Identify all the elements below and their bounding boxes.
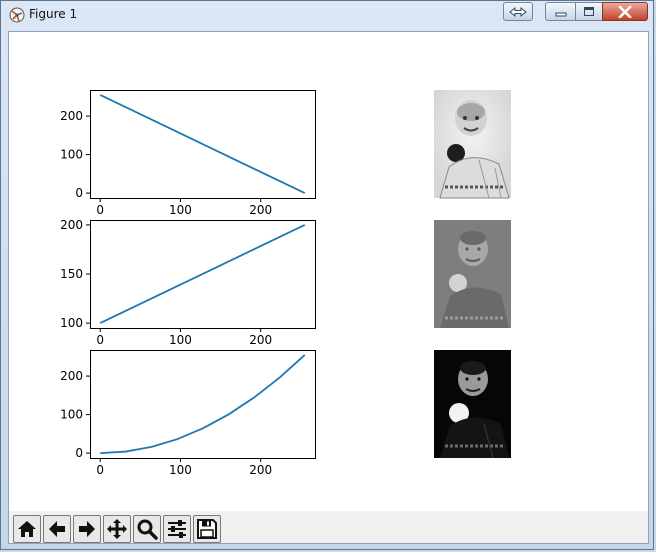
- y-tick-label: 100: [60, 408, 83, 422]
- y-tick-label: 200: [60, 369, 83, 383]
- sliders-icon: [168, 520, 186, 538]
- arrow-right-icon: [79, 521, 95, 537]
- swap-arrows-icon: [509, 6, 527, 17]
- transformed-image-squared: [434, 350, 511, 459]
- zoom-icon: [137, 519, 158, 540]
- save-button[interactable]: [193, 515, 221, 543]
- forward-button[interactable]: [73, 515, 101, 543]
- x-tick-label: 100: [169, 203, 192, 217]
- maximize-button[interactable]: [575, 2, 603, 21]
- axes-frame: [90, 350, 316, 459]
- y-tick-label: 200: [60, 218, 83, 232]
- x-tick-label: 0: [96, 463, 104, 477]
- move-icon: [107, 519, 127, 539]
- x-tick-label: 100: [169, 463, 192, 477]
- pan-button[interactable]: [103, 515, 131, 543]
- x-tick-label: 100: [169, 333, 192, 347]
- matplotlib-app-icon: [9, 7, 25, 23]
- x-tick-label: 200: [249, 463, 272, 477]
- title-bar[interactable]: Figure 1: [1, 1, 653, 30]
- window-title: Figure 1: [29, 7, 78, 21]
- series-line: [99, 224, 306, 324]
- y-tick-label: 0: [75, 186, 83, 200]
- series-line: [99, 94, 306, 194]
- y-tick-label: 100: [60, 316, 83, 330]
- configure-subplots-button[interactable]: [163, 515, 191, 543]
- close-icon: [618, 5, 632, 18]
- axes-frame: [90, 220, 316, 329]
- save-icon: [197, 519, 217, 539]
- arrow-left-icon: [49, 521, 65, 537]
- y-tick-label: 150: [60, 267, 83, 281]
- close-button[interactable]: [602, 2, 648, 21]
- minimize-button[interactable]: [545, 2, 576, 21]
- home-button[interactable]: [13, 515, 41, 543]
- home-icon: [18, 521, 36, 537]
- y-tick-label: 100: [60, 148, 83, 162]
- y-tick-label: 0: [75, 446, 83, 460]
- navigation-toolbar: [9, 511, 648, 543]
- y-tick-label: 200: [60, 109, 83, 123]
- x-tick-label: 200: [249, 203, 272, 217]
- zoom-button[interactable]: [133, 515, 161, 543]
- x-tick-label: 0: [96, 203, 104, 217]
- x-tick-label: 200: [249, 333, 272, 347]
- subplot-axes-3[interactable]: 0 100 200 0 100 200: [60, 350, 316, 478]
- x-tick-label: 0: [96, 333, 104, 347]
- subplot-axes-1[interactable]: 0 100 200 0 100 200: [60, 90, 316, 218]
- series-line: [100, 354, 306, 454]
- axes-frame: [90, 90, 316, 199]
- subplot-axes-2[interactable]: 0 100 200 100 150 200: [60, 218, 316, 347]
- back-button[interactable]: [43, 515, 71, 543]
- maximize-icon: [584, 7, 594, 16]
- transformed-image-compressed: [434, 220, 511, 328]
- minimize-icon: [555, 12, 566, 16]
- figure-canvas[interactable]: 0 100 200 0 100 200 0 100 200 100 150 200 0 100 200 0 10…: [9, 32, 648, 511]
- transformed-image-inverted: [434, 90, 511, 199]
- restore-swap-button[interactable]: [503, 2, 533, 21]
- figure-canvas-area: 0 100 200 0 100 200 0 100 200 100 150 200 0 100 200 0 10…: [8, 31, 649, 544]
